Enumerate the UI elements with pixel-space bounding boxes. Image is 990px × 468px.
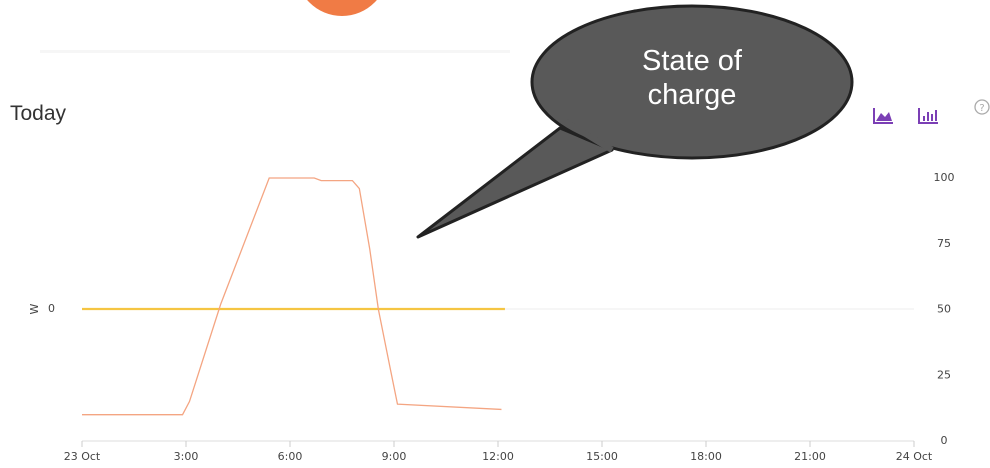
x-tick-label: 12:00 — [482, 450, 514, 463]
svg-text:?: ? — [979, 103, 984, 114]
x-tick-label: 18:00 — [690, 450, 722, 463]
divider — [40, 50, 510, 53]
help-icon[interactable]: ? — [974, 99, 990, 115]
y2-tick-label: 50 — [937, 303, 951, 316]
y2-tick-label: 25 — [937, 368, 951, 381]
y2-tick-label: 0 — [941, 434, 948, 447]
x-tick-label: 21:00 — [794, 450, 826, 463]
bar-chart-icon[interactable] — [918, 108, 938, 124]
x-tick-label: 9:00 — [382, 450, 407, 463]
area-chart-icon[interactable] — [873, 108, 893, 124]
section-title: Today — [10, 102, 67, 125]
status-circle — [307, 0, 377, 16]
y-axis-label: W — [28, 303, 41, 314]
x-tick-label: 15:00 — [586, 450, 618, 463]
y2-tick-label: 75 — [937, 237, 951, 250]
y-tick-label: 0 — [48, 302, 55, 315]
callout-text: State of charge — [642, 45, 742, 111]
callout — [416, 4, 854, 239]
y2-tick-label: 100 — [934, 171, 955, 184]
x-tick-label: 3:00 — [174, 450, 199, 463]
x-tick-label: 24 Oct — [896, 450, 933, 463]
line-series — [82, 177, 502, 416]
x-tick-label: 23 Oct — [64, 450, 101, 463]
x-tick-label: 6:00 — [278, 450, 303, 463]
